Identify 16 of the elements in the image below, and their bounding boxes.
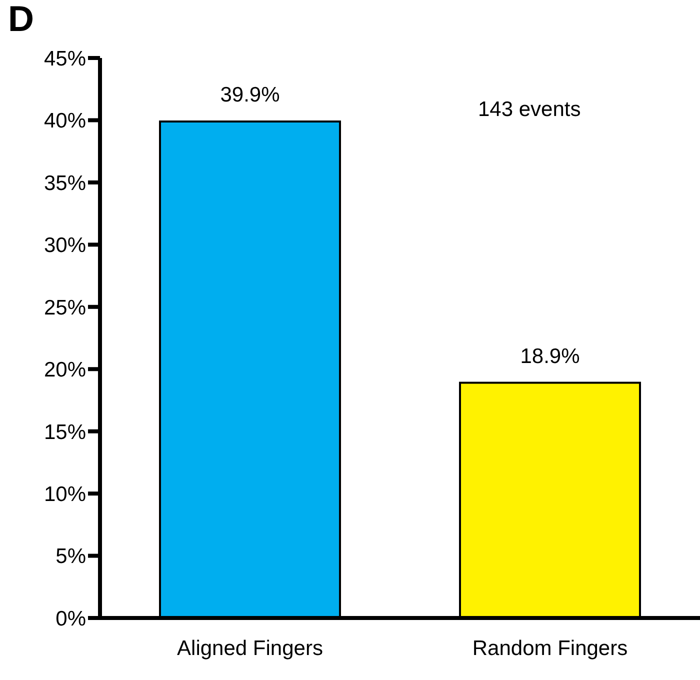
- y-tick-label: 5%: [56, 545, 86, 568]
- y-tick-label: 25%: [44, 296, 86, 320]
- y-tick-label: 45%: [44, 47, 86, 70]
- y-tick-label: 35%: [44, 172, 86, 195]
- x-tick-label: Aligned Fingers: [177, 636, 323, 660]
- y-tick-label: 30%: [44, 234, 86, 258]
- y-tick-label: 10%: [44, 483, 86, 506]
- y-tick-label: 40%: [44, 110, 86, 133]
- y-tick-label: 0%: [56, 607, 86, 630]
- data-label: 18.9%: [520, 344, 580, 368]
- chart-title: D: [8, 0, 34, 40]
- data-label: 39.9%: [220, 83, 280, 106]
- y-tick-label: 20%: [44, 358, 86, 382]
- x-tick-label: Random Fingers: [472, 636, 628, 660]
- annotation: 143 events: [478, 98, 581, 122]
- y-tick-label: 15%: [44, 420, 86, 444]
